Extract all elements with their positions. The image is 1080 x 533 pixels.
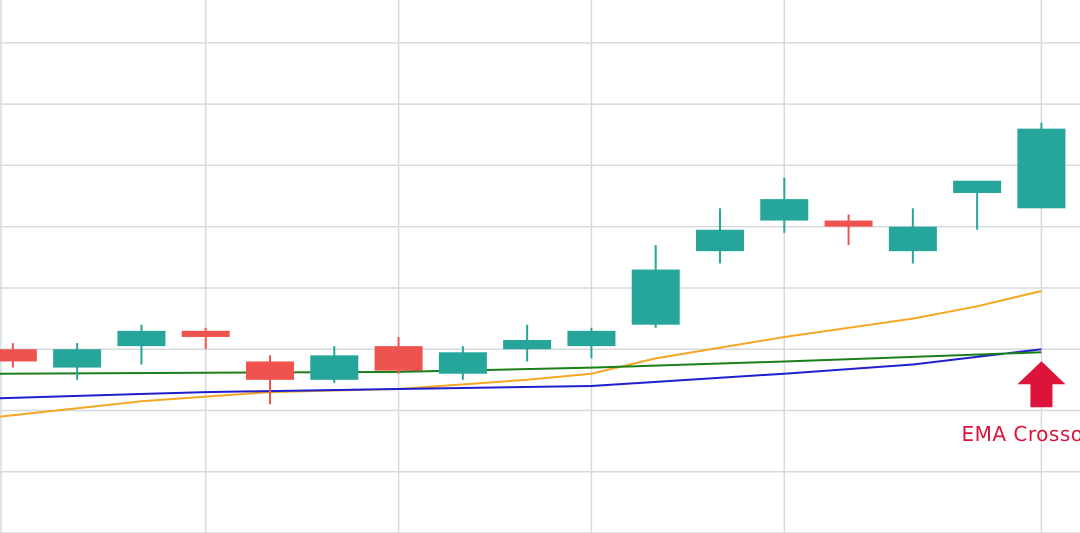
candle-16: [1017, 122, 1066, 209]
candle-2: [117, 324, 166, 365]
ema-line-0: [0, 290, 1042, 418]
candle-1: [53, 343, 102, 380]
candle-body: [567, 330, 616, 347]
candle-3: [181, 327, 230, 350]
ema-lines: [0, 290, 1042, 418]
candle-body: [374, 346, 423, 371]
candle-4: [246, 355, 294, 405]
candle-15: [953, 180, 1002, 230]
candle-body: [824, 220, 873, 227]
candle-body: [181, 330, 230, 337]
candle-body: [117, 330, 166, 347]
candle-13: [824, 214, 873, 246]
candle-body: [1017, 128, 1066, 209]
candle-12: [760, 177, 809, 233]
candle-body: [953, 180, 1002, 193]
candle-11: [696, 208, 744, 264]
annotation-arrow-icon: [1017, 361, 1066, 408]
candle-6: [374, 336, 423, 374]
candle-body: [53, 349, 102, 368]
candle-9: [567, 327, 616, 359]
ema-line-1: [0, 348, 1042, 400]
candle-body: [696, 229, 744, 252]
annotation-label: EMA Crossover: [961, 422, 1080, 446]
candle-14: [888, 208, 937, 264]
candles: [0, 122, 1066, 405]
candle-10: [631, 245, 680, 328]
candle-body: [246, 361, 294, 380]
annotations: EMA Crossover: [961, 361, 1080, 446]
ema-line-2: [0, 351, 1042, 375]
candle-body: [888, 226, 937, 252]
candle-body: [631, 269, 680, 325]
candle-body: [760, 199, 809, 221]
candle-body: [503, 340, 552, 350]
candle-body: [310, 355, 359, 380]
candle-body: [0, 349, 37, 362]
candle-5: [310, 346, 359, 383]
candle-8: [503, 324, 552, 362]
candle-7: [438, 346, 487, 380]
candle-body: [438, 352, 487, 374]
candle-0: [0, 343, 37, 368]
